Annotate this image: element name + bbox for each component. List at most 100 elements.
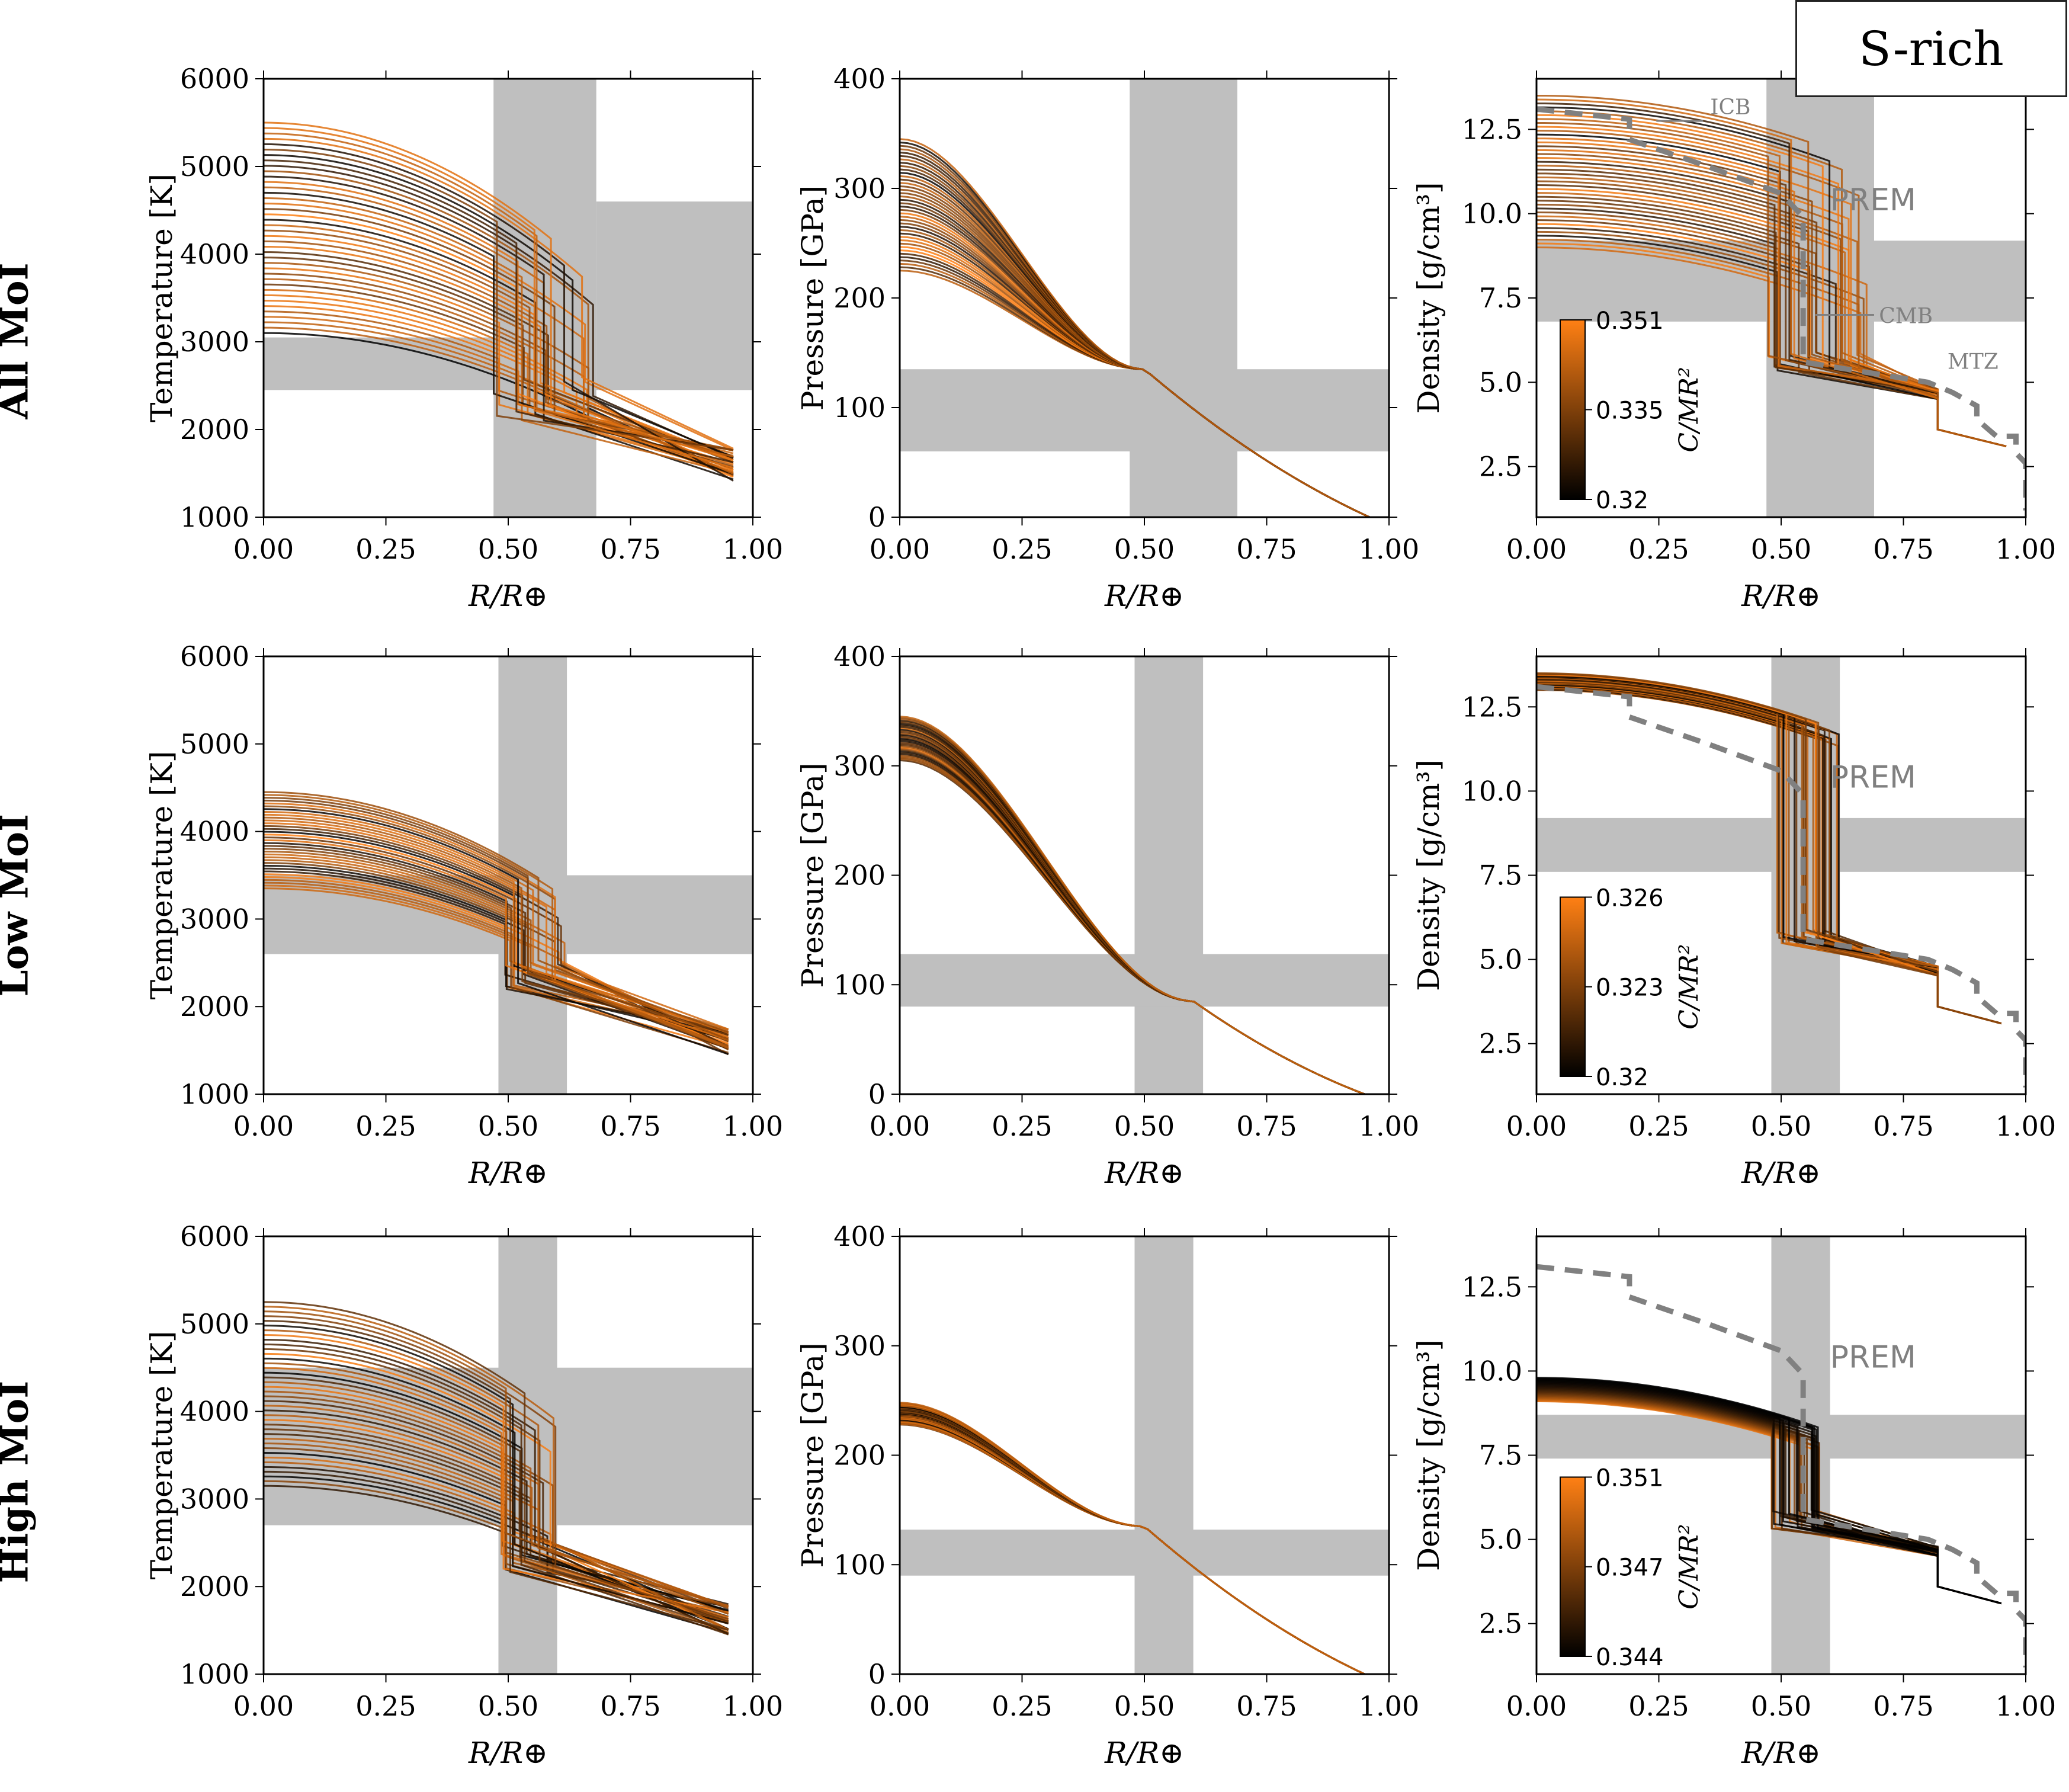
profile-curve: [900, 751, 1365, 1094]
plot-area: [264, 656, 753, 1094]
profile-curve: [264, 794, 729, 1049]
profile-curve: [264, 262, 734, 477]
y-tick-label: 10.0: [1462, 775, 1522, 807]
y-tick-label: 5.0: [1479, 1524, 1522, 1556]
profile-curve: [264, 799, 729, 1036]
colorbar-tick-label: 0.32: [1596, 1064, 1648, 1091]
y-axis-label: Temperature [K]: [145, 1331, 179, 1580]
y-axis-label: Density [g/cm³]: [1412, 182, 1446, 413]
y-tick-label: 5.0: [1479, 366, 1522, 398]
profile-curve: [1536, 188, 2007, 447]
x-tick-label: 0.25: [992, 533, 1052, 565]
plot-area: [900, 1236, 1389, 1674]
profile-curve: [264, 219, 734, 480]
x-tick-label: 0.50: [1751, 1110, 1811, 1142]
y-tick-label: 7.5: [1479, 282, 1522, 314]
x-tick-label: 1.00: [1996, 533, 2056, 565]
x-tick-label: 0.75: [600, 1110, 660, 1142]
panel-8: 0.00 0.25 0.50 0.75 1.00 R/R⊕ 0 100 200 300 400 Pre…: [795, 1220, 1419, 1770]
profile-curve: [1536, 114, 2007, 447]
profile-curve: [1536, 161, 2007, 447]
profile-curve: [1536, 180, 2007, 447]
profile-curve: [900, 755, 1365, 1094]
y-axis-label: Temperature [K]: [145, 751, 179, 1000]
y-tick-label: 1000: [180, 1078, 249, 1110]
profile-curve: [264, 240, 734, 459]
x-tick-label: 0.50: [478, 1110, 538, 1142]
x-tick-label: 0.25: [355, 1690, 416, 1722]
y-axis-label: Temperature [K]: [145, 174, 179, 422]
x-axis-label: R/R⊕: [1741, 1156, 1821, 1190]
profile-curve: [1536, 242, 2007, 447]
profile-curve: [1536, 203, 2007, 447]
x-tick-label: 1.00: [1996, 1110, 2056, 1142]
profile-curve: [264, 867, 729, 1050]
prem-label: PREM: [1830, 1340, 1916, 1376]
x-axis-label: R/R⊕: [468, 1736, 548, 1770]
profile-curve: [264, 1424, 729, 1613]
y-axis-label: Pressure [GPa]: [795, 185, 830, 411]
x-tick-label: 0.75: [1236, 1690, 1297, 1722]
profile-curve: [264, 1390, 729, 1608]
profile-curve: [264, 1315, 729, 1620]
x-axis-label: R/R⊕: [1104, 1736, 1184, 1770]
profile-curve: [264, 1376, 729, 1624]
profile-curve: [900, 742, 1365, 1094]
x-axis-label: R/R⊕: [1741, 579, 1821, 613]
profile-curve: [900, 758, 1365, 1094]
x-tick-label: 1.00: [723, 1690, 783, 1722]
profile-curve: [264, 1320, 729, 1631]
profile-curve: [264, 819, 729, 1030]
prem-curve: [1536, 684, 2026, 1088]
profile-curve: [1536, 145, 2007, 447]
y-tick-label: 4000: [180, 1396, 249, 1428]
annotation-cmb: CMB: [1879, 304, 1933, 329]
prem-label: PREM: [1830, 182, 1916, 218]
x-axis-label: R/R⊕: [468, 579, 548, 613]
profile-curve: [900, 746, 1365, 1094]
profile-curve: [264, 1419, 729, 1608]
y-tick-label: 300: [833, 172, 886, 204]
y-tick-label: 3000: [180, 1483, 249, 1515]
profile-curve: [900, 745, 1365, 1094]
colorbar: [1560, 896, 1586, 1077]
profile-curve: [900, 759, 1365, 1094]
profile-curve: [1536, 141, 2007, 447]
profile-curve: [264, 1433, 729, 1618]
y-axis-label: Density [g/cm³]: [1412, 1339, 1446, 1571]
profile-curve: [264, 842, 729, 1034]
y-tick-label: 4000: [180, 816, 249, 848]
profile-curve: [264, 132, 734, 458]
y-tick-label: 100: [833, 392, 886, 424]
profile-curve: [1536, 157, 2007, 447]
row-label-all-moi: All MoI: [0, 262, 37, 419]
y-tick-label: 5.0: [1479, 944, 1522, 976]
y-tick-label: 200: [833, 1440, 886, 1472]
x-tick-label: 0.25: [1628, 533, 1689, 565]
x-tick-label: 0.00: [1506, 1690, 1567, 1722]
profile-curve: [264, 1329, 729, 1607]
profile-curve: [264, 121, 734, 461]
y-tick-label: 100: [833, 969, 886, 1001]
y-axis-label: Pressure [GPa]: [795, 1342, 830, 1567]
x-axis-label: R/R⊕: [1741, 1736, 1821, 1770]
panel-4: 0.00 0.25 0.50 0.75 1.00 R/R⊕ 1000 2000 3000 4000…: [145, 640, 783, 1190]
profile-curve: [900, 138, 1370, 517]
profile-curve: [264, 791, 729, 1041]
colorbar-tick-label: 0.344: [1596, 1644, 1664, 1671]
y-tick-label: 5000: [180, 1308, 249, 1340]
x-tick-label: 0.25: [355, 533, 416, 565]
profile-curve: [1536, 227, 2007, 447]
profile-curve: [264, 1301, 729, 1631]
y-tick-label: 2.5: [1479, 1028, 1522, 1060]
composition-badge: S-rich: [1795, 0, 2067, 97]
colorbar: [1560, 1476, 1586, 1657]
y-tick-label: 6000: [180, 640, 249, 672]
row-label-low-moi: Low MoI: [0, 813, 37, 997]
colorbar-tick-label: 0.326: [1596, 884, 1664, 912]
y-tick-label: 200: [833, 282, 886, 314]
profile-curve: [1536, 172, 2007, 447]
profile-curve: [264, 808, 729, 1055]
x-tick-label: 0.50: [1114, 1110, 1175, 1142]
